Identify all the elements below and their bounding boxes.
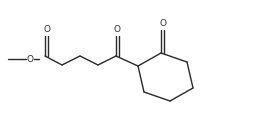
Text: O: O [43,26,50,34]
Text: O: O [114,26,121,34]
Text: O: O [159,19,166,29]
Text: O: O [27,54,34,64]
